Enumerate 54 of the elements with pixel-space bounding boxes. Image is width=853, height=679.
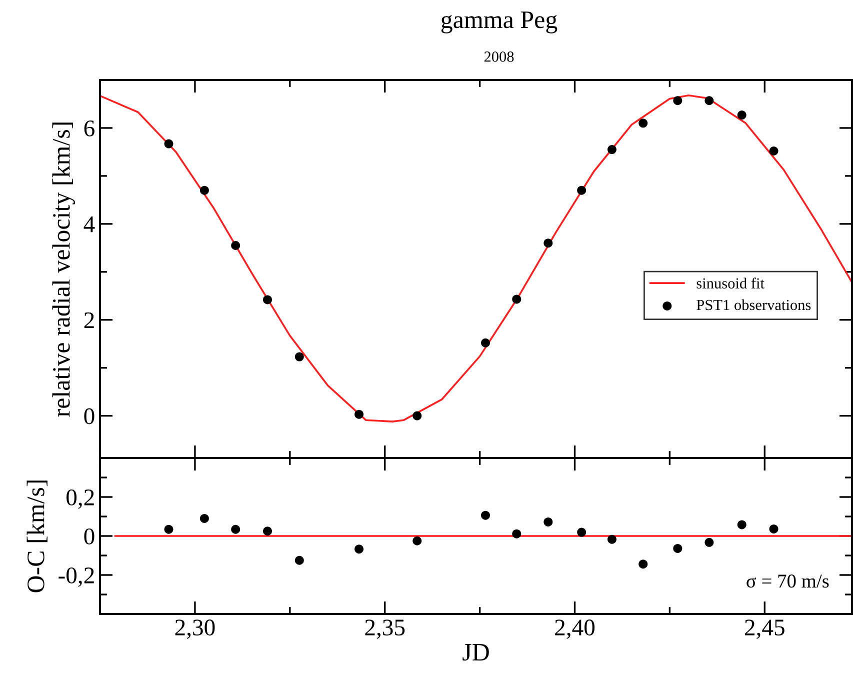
x-tick-label: 2,30: [175, 620, 215, 639]
point: [769, 524, 778, 534]
point: [412, 536, 422, 546]
y-tick-label: 0: [84, 528, 94, 544]
point: [638, 560, 648, 569]
y-tick-label: 0: [84, 408, 94, 424]
point: [512, 294, 522, 304]
point: [262, 295, 272, 304]
y-tick-label: 0,2: [66, 489, 94, 509]
point: [544, 517, 553, 526]
x-tick-label: 2,35: [365, 620, 405, 639]
point: [164, 524, 174, 534]
point: [480, 510, 490, 520]
point: [200, 514, 209, 523]
point: [737, 520, 746, 530]
x-tick-label: 2,40: [555, 620, 595, 639]
point: [577, 186, 586, 195]
point: [412, 411, 422, 420]
point: [294, 556, 304, 565]
point: [480, 338, 490, 348]
line-series: [100, 94, 852, 422]
legend-label: sinusoid fit: [696, 278, 764, 289]
point: [704, 96, 714, 106]
chart-title: gamma Peg: [441, 12, 558, 34]
point: [231, 524, 240, 534]
y-tick-label: 2: [84, 312, 94, 328]
point: [673, 96, 682, 106]
point: [673, 544, 682, 553]
point: [607, 145, 616, 154]
point: [638, 118, 648, 128]
x-axis-title: JD: [462, 644, 489, 661]
point: [200, 186, 209, 195]
point: [354, 410, 364, 419]
point: [231, 240, 240, 250]
point: [294, 352, 304, 362]
point: [164, 139, 174, 148]
point: [704, 538, 714, 547]
y-tick-label: 6: [84, 120, 94, 136]
y-tick-label: 4: [84, 216, 95, 232]
y-axis-title: relative radial velocity [km/s]: [52, 122, 75, 417]
point: [512, 529, 522, 538]
y-tick-label: -0,2: [58, 567, 94, 587]
chart-subtitle: 2008: [484, 52, 514, 62]
point: [577, 528, 586, 537]
annotation: σ = 70 m/s: [746, 574, 829, 588]
y-axis-title: O-C [km/s]: [26, 480, 48, 592]
legend-label: PST1 observations: [696, 299, 811, 310]
point: [544, 238, 553, 248]
point: [354, 544, 364, 554]
x-tick-label: 2,45: [745, 620, 784, 639]
point: [769, 146, 778, 156]
point: [607, 534, 616, 544]
point: [262, 526, 272, 536]
point: [737, 110, 746, 120]
